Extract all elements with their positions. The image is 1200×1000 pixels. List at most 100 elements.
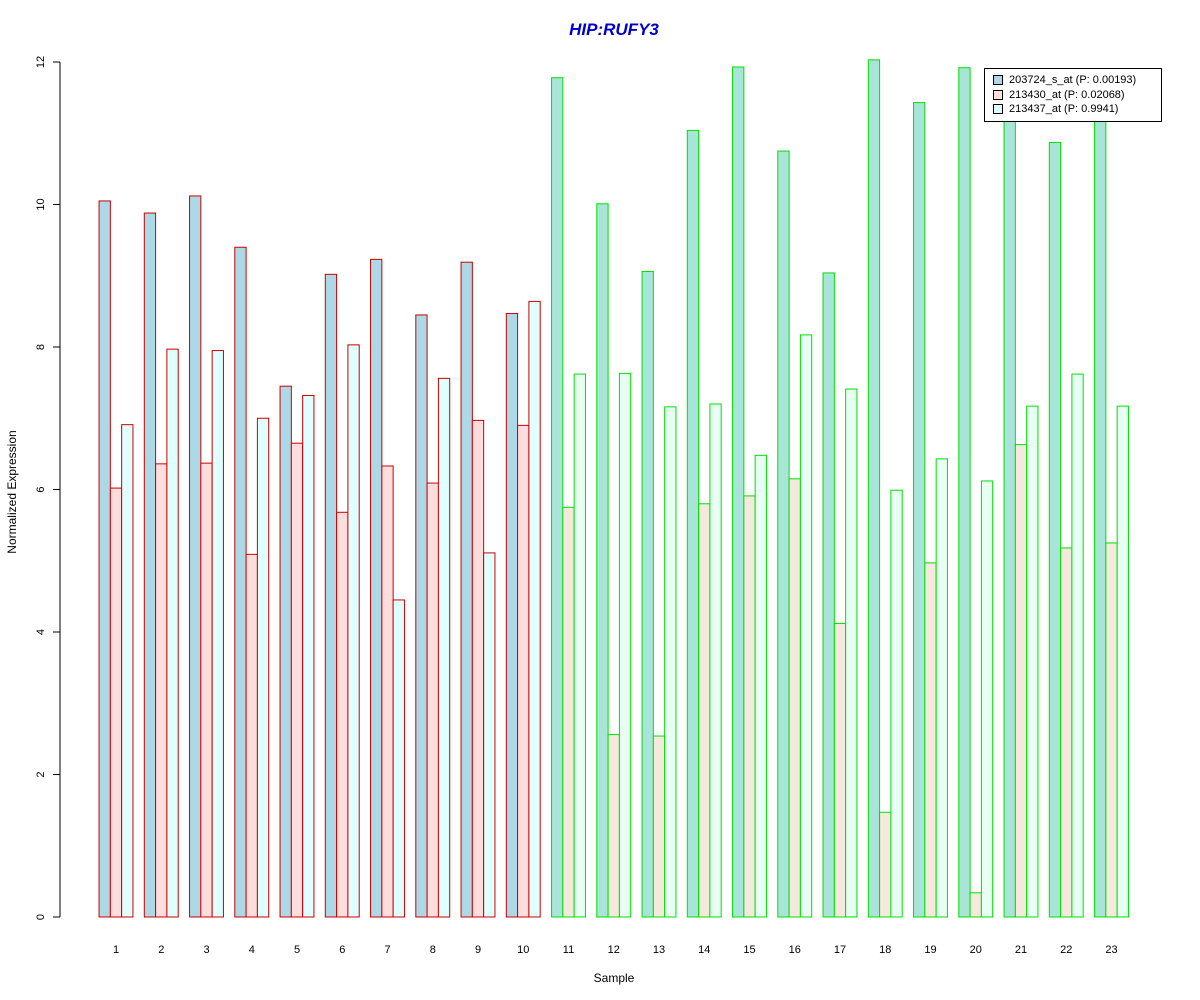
bar [1071, 373, 1084, 918]
bar [641, 270, 654, 918]
bar [1003, 114, 1016, 918]
bar [200, 462, 213, 918]
bar [426, 482, 439, 918]
bar [607, 734, 620, 918]
x-tick-label: 3 [203, 944, 209, 956]
bar [573, 373, 586, 918]
legend-item: 203724_s_at (P: 0.00193) [993, 73, 1161, 88]
legend-swatch [993, 104, 1003, 115]
bar [879, 811, 892, 918]
bar [596, 203, 609, 918]
x-tick-label: 12 [608, 944, 620, 956]
bar [1014, 444, 1028, 918]
bar [166, 348, 179, 918]
bar [347, 344, 360, 918]
x-tick-label: 21 [1015, 944, 1027, 956]
bar [845, 388, 858, 918]
x-tick-label: 6 [339, 944, 345, 956]
bar [471, 419, 485, 918]
x-tick-label: 10 [517, 944, 529, 956]
bar [528, 300, 541, 918]
x-tick-label: 17 [834, 944, 846, 956]
bar [732, 66, 745, 918]
bar [121, 424, 134, 918]
x-tick-label: 4 [249, 944, 255, 956]
bar [551, 77, 564, 918]
bar [415, 314, 428, 918]
bar [822, 272, 835, 918]
x-tick-label: 1 [113, 944, 119, 956]
legend: 203724_s_at (P: 0.00193) 213430_at (P: 0… [984, 68, 1162, 122]
bar [788, 478, 801, 918]
bar [958, 67, 971, 918]
x-tick-label: 16 [789, 944, 801, 956]
bar [913, 102, 926, 918]
bar [437, 377, 451, 918]
bar [935, 458, 948, 918]
bar [211, 350, 224, 918]
legend-label: 203724_s_at (P: 0.00193) [1009, 74, 1137, 87]
bar [562, 506, 575, 918]
bar [279, 385, 292, 918]
x-tick-label: 5 [294, 944, 300, 956]
bar [483, 552, 496, 918]
x-tick-labels: 1 2 3 4 5 6 7 8 9 10 11 12 13 14 15 16 17 18 19 20 21 22 23 [113, 944, 1118, 956]
bar [743, 495, 756, 918]
bar [143, 212, 157, 918]
bar [381, 465, 394, 918]
x-tick-label: 20 [970, 944, 982, 956]
y-tick-label: 6 [35, 486, 47, 492]
bar [245, 553, 258, 918]
bar [1094, 118, 1107, 918]
chart-title: HIP:RUFY3 [569, 20, 659, 39]
bar [1116, 405, 1129, 918]
legend-swatch [993, 75, 1003, 86]
x-tick-label: 13 [653, 944, 665, 956]
x-tick-label: 14 [698, 944, 710, 956]
bar [799, 334, 813, 918]
bar [1060, 547, 1073, 918]
bar [618, 372, 632, 918]
bar [698, 503, 711, 918]
bar [1105, 542, 1118, 918]
bar [505, 313, 519, 918]
x-axis-label: Sample [593, 971, 635, 985]
y-axis: 0 2 4 6 8 10 12 [35, 56, 61, 920]
bars [98, 59, 1129, 918]
bar [969, 892, 982, 918]
x-tick-label: 8 [430, 944, 436, 956]
y-tick-label: 2 [35, 771, 47, 777]
bar [777, 150, 790, 918]
bar [234, 246, 247, 918]
legend-item: 213430_at (P: 0.02068) [993, 88, 1161, 103]
bar [1048, 142, 1062, 918]
bar [98, 200, 111, 918]
bar [754, 454, 767, 918]
y-tick-label: 0 [35, 914, 47, 920]
bar [664, 406, 677, 918]
y-tick-label: 12 [35, 56, 47, 68]
bar [324, 273, 338, 918]
x-tick-label: 7 [384, 944, 390, 956]
x-tick-label: 19 [924, 944, 936, 956]
bar [189, 195, 202, 918]
bar [980, 480, 994, 918]
bar [709, 403, 722, 918]
bar [109, 487, 123, 918]
x-tick-label: 22 [1060, 944, 1072, 956]
x-tick-label: 18 [879, 944, 891, 956]
bar [256, 417, 270, 918]
bar [652, 735, 666, 918]
bar [686, 129, 700, 918]
bar [517, 424, 530, 918]
legend-label: 213430_at (P: 0.02068) [1009, 88, 1125, 101]
x-tick-label: 9 [475, 944, 481, 956]
y-tick-label: 4 [35, 629, 47, 635]
bar [890, 489, 903, 918]
bar [290, 442, 304, 918]
legend-label: 213437_at (P: 0.9941) [1009, 103, 1119, 116]
bar [155, 463, 168, 918]
x-tick-label: 15 [743, 944, 755, 956]
bar [392, 599, 405, 918]
